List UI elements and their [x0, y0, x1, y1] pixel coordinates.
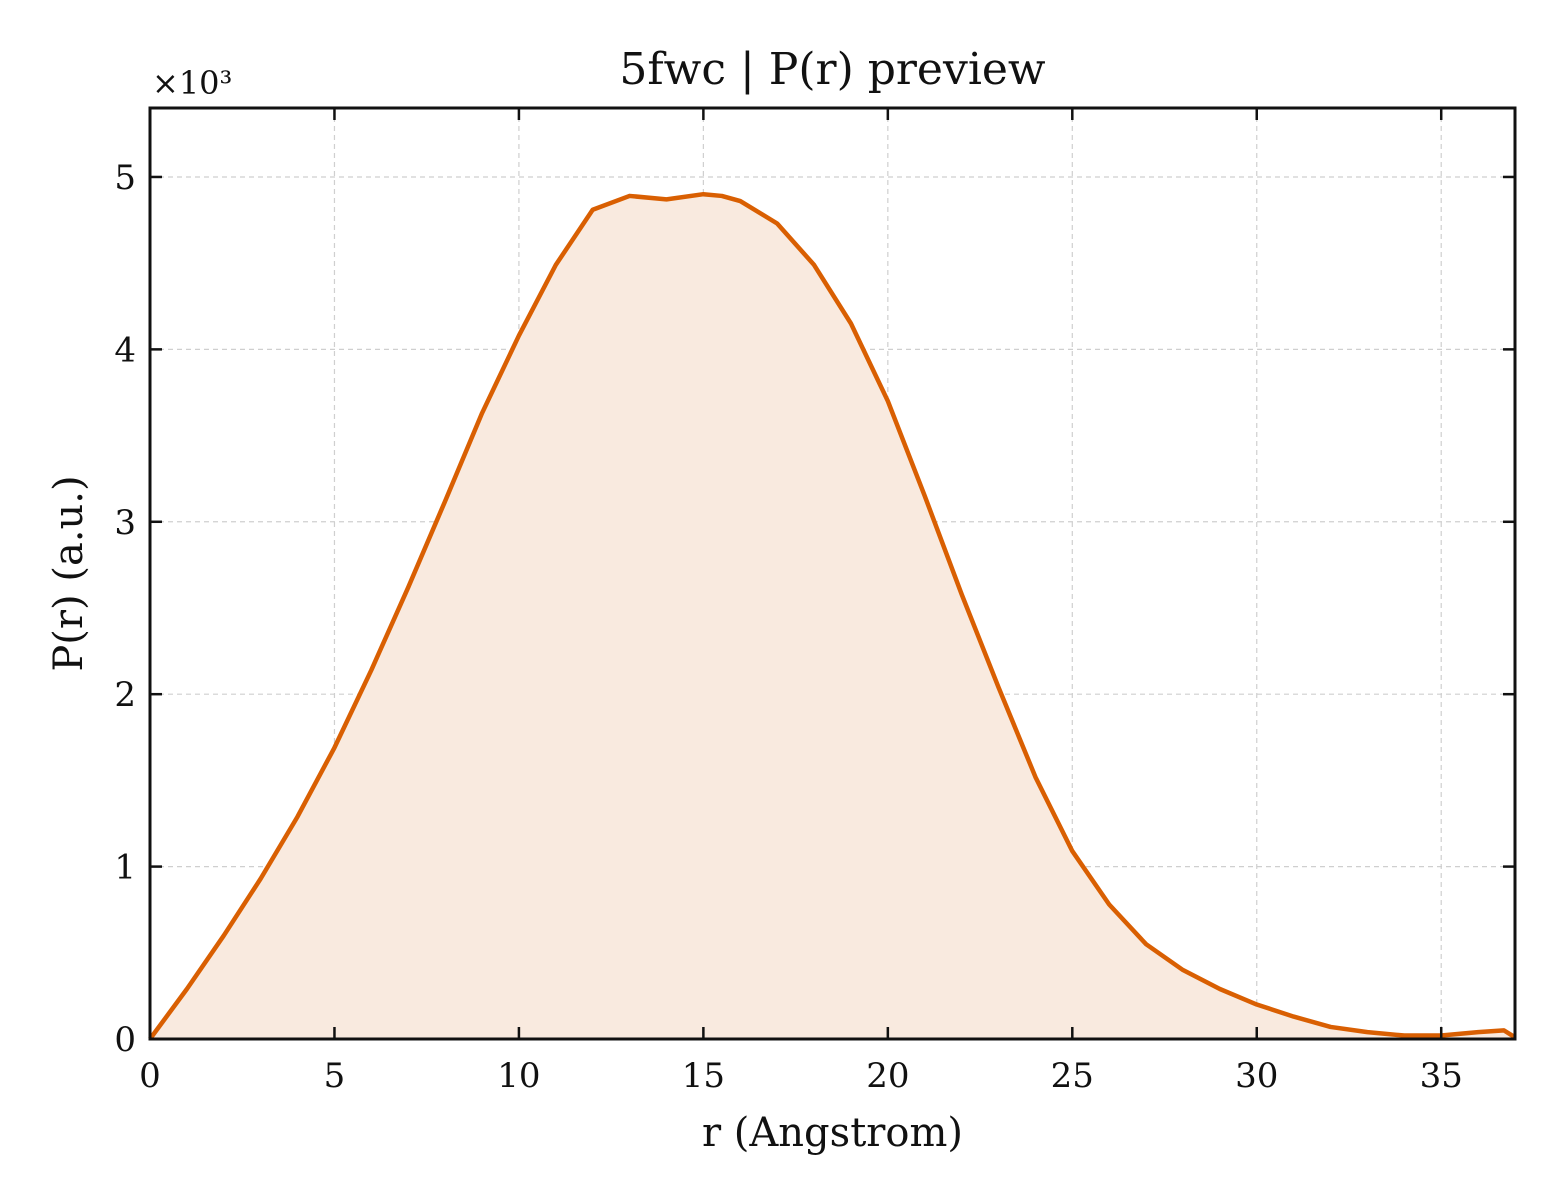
pr-area-fill — [150, 194, 1515, 1039]
y-tick-label: 4 — [114, 330, 136, 370]
x-tick-label: 10 — [497, 1056, 540, 1096]
y-axis-ticks: 0 1 2 3 4 5 — [114, 158, 1515, 1060]
y-tick-label: 5 — [114, 158, 136, 198]
x-tick-label: 30 — [1235, 1056, 1278, 1096]
x-tick-label: 35 — [1420, 1056, 1463, 1096]
x-tick-label: 25 — [1051, 1056, 1094, 1096]
y-axis-multiplier: ×10³ — [152, 64, 232, 102]
x-axis-label: r (Angstrom) — [702, 1110, 963, 1156]
x-axis-ticks: 0 5 10 15 20 25 30 35 — [139, 108, 1463, 1096]
plot-frame — [148, 106, 1517, 1041]
chart-title: 5fwc | P(r) preview — [619, 44, 1046, 95]
y-tick-label: 2 — [114, 675, 136, 715]
y-axis-label: P(r) (a.u.) — [46, 475, 92, 671]
y-tick-label: 3 — [114, 503, 136, 543]
y-tick-label: 0 — [114, 1020, 136, 1060]
x-tick-label: 0 — [139, 1056, 161, 1096]
x-tick-label: 5 — [324, 1056, 346, 1096]
x-tick-label: 15 — [682, 1056, 725, 1096]
pr-series-line — [148, 191, 1517, 1041]
y-tick-label: 1 — [114, 848, 136, 888]
x-tick-label: 20 — [866, 1056, 909, 1096]
